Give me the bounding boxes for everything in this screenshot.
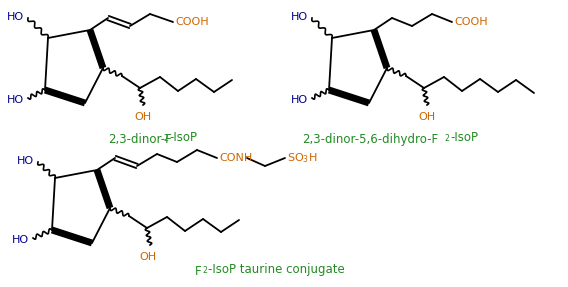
Text: -IsoP: -IsoP [450,131,478,144]
Text: $_2$: $_2$ [444,133,450,146]
Text: OH: OH [419,112,436,122]
Text: COOH: COOH [175,17,208,27]
Text: COOH: COOH [454,17,487,27]
Text: 2,3-dinor-5,6-dihydro-F: 2,3-dinor-5,6-dihydro-F [302,133,438,146]
Text: CONH: CONH [219,153,252,163]
Text: SO$_3$H: SO$_3$H [287,151,318,165]
Text: HO: HO [12,235,29,245]
Text: F: F [195,265,202,278]
Text: HO: HO [291,12,308,22]
Text: -IsoP taurine conjugate: -IsoP taurine conjugate [208,263,345,276]
Text: 2,3-dinor-F: 2,3-dinor-F [108,133,172,146]
Text: -IsoP: -IsoP [169,131,197,144]
Text: OH: OH [135,112,152,122]
Text: HO: HO [7,95,24,105]
Text: HO: HO [17,156,34,166]
Text: $_2$: $_2$ [163,133,169,146]
Text: $_2$: $_2$ [202,265,208,278]
Text: HO: HO [291,95,308,105]
Text: OH: OH [139,252,157,262]
Text: HO: HO [7,12,24,22]
